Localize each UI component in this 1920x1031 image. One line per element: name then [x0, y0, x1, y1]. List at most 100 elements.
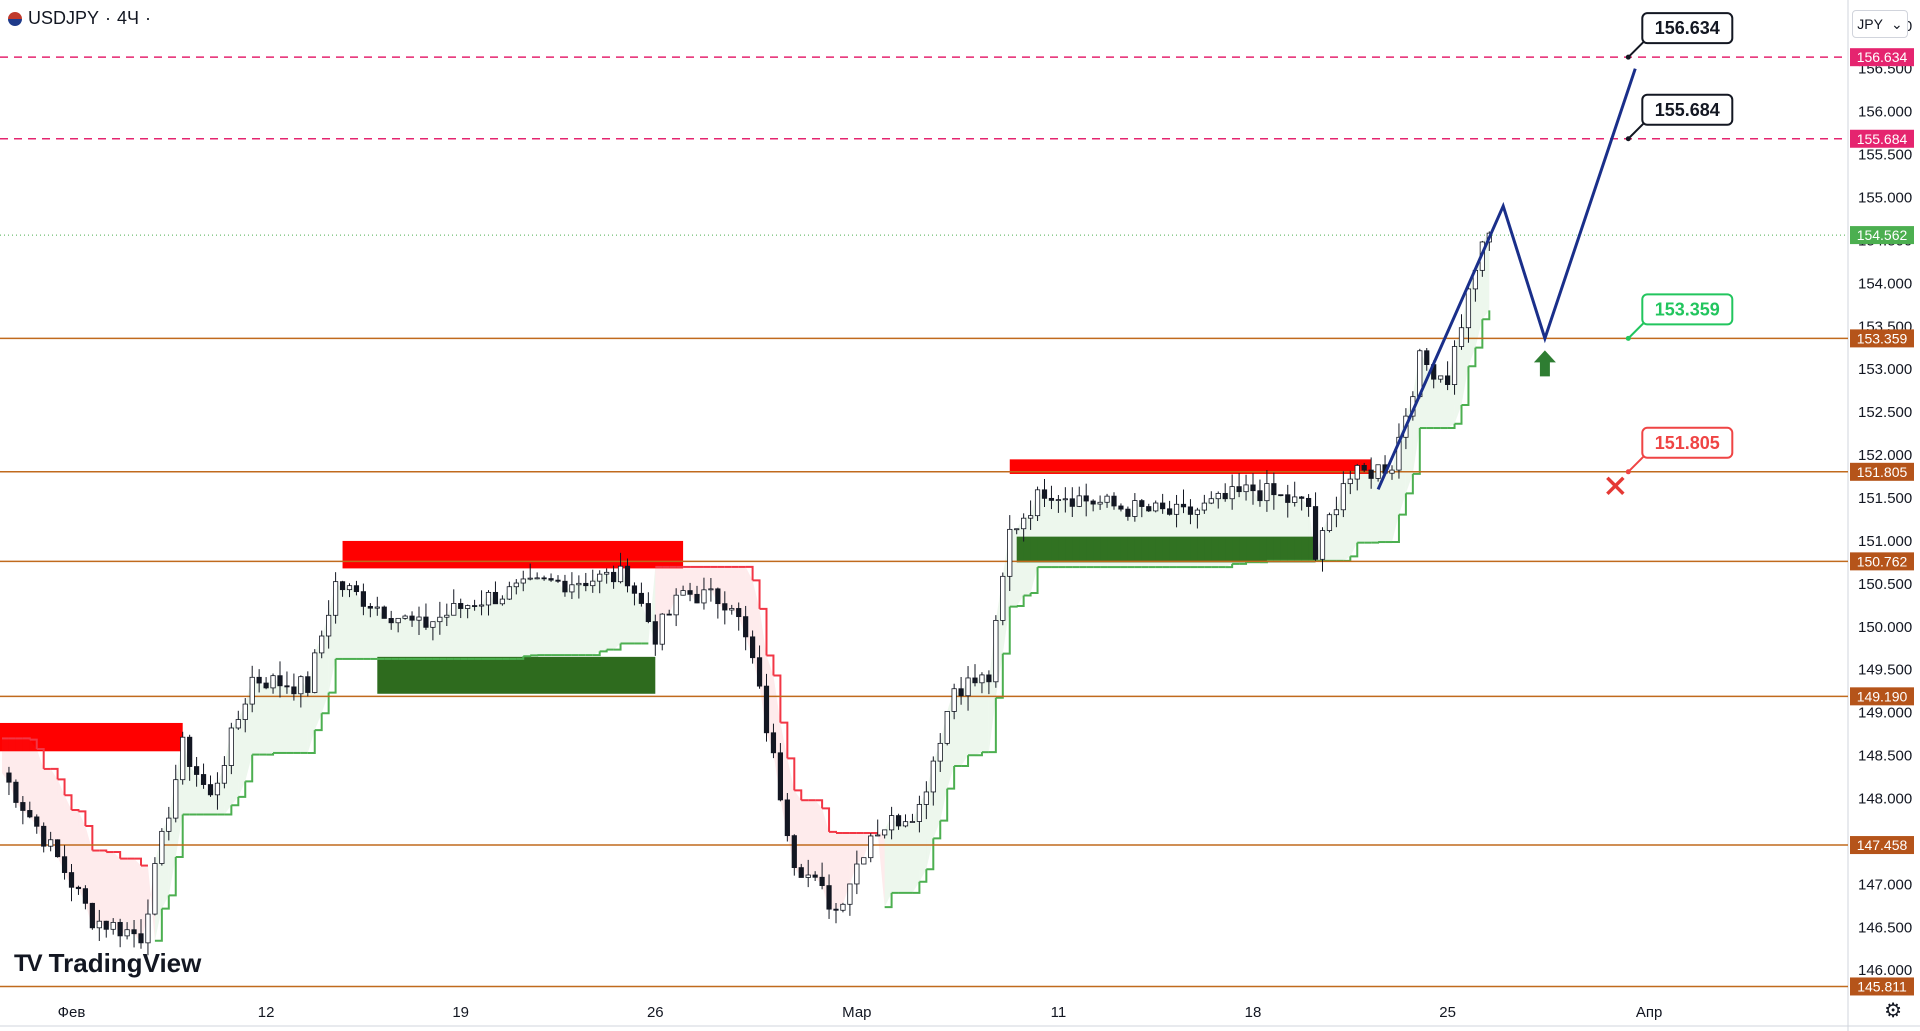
trail-fill [1107, 496, 1114, 568]
candle-body [1187, 506, 1194, 515]
y-tick-label: 148.500 [1858, 748, 1912, 765]
trail-fill [530, 577, 538, 656]
trail-fill [676, 566, 684, 596]
candle-body [166, 817, 172, 832]
trail-line [314, 713, 323, 732]
trail-line [926, 838, 935, 871]
y-tick-label: 155.000 [1858, 189, 1912, 206]
trail-fill [891, 815, 899, 893]
trail-fill [384, 618, 392, 659]
trail-fill [1093, 502, 1101, 568]
candle-body [951, 688, 957, 712]
trail-line [307, 730, 316, 754]
trail-fill [398, 616, 406, 659]
callout-anchor-dot [1625, 469, 1631, 475]
trail-line [884, 892, 893, 909]
candle-body [499, 598, 506, 605]
currency-button[interactable]: JPY ⌄ [1852, 10, 1908, 38]
trail-fill [342, 585, 350, 659]
trail-fill [273, 675, 280, 753]
x-tick-label: 12 [258, 1004, 275, 1021]
candle-body [207, 784, 214, 796]
y-tick-label: 150.500 [1858, 576, 1912, 593]
gear-icon[interactable]: ⚙ [1884, 1000, 1902, 1022]
trail-fill [1183, 506, 1191, 568]
candle-body [1278, 494, 1284, 497]
candle-body [1160, 502, 1166, 510]
trail-fill [50, 768, 58, 857]
candle-body [1062, 498, 1068, 501]
symbol-name: USDJPY [28, 8, 100, 28]
trail-fill [78, 811, 86, 904]
trail-fill [1155, 503, 1163, 568]
candle-body [736, 608, 742, 618]
trail-fill [453, 603, 461, 659]
trail-line [1468, 347, 1477, 368]
trail-line [961, 755, 970, 768]
buy-arrow-icon [1533, 350, 1556, 377]
trail-fill [856, 832, 864, 865]
callout-box [1641, 426, 1734, 459]
candle-body [381, 606, 387, 619]
candle-body [1465, 288, 1472, 329]
trail-fill [884, 815, 892, 908]
trail-fill [1294, 496, 1302, 561]
trail-fill [460, 605, 468, 659]
trail-line [224, 805, 233, 816]
trail-fill [141, 865, 148, 943]
trail-fill [905, 821, 913, 893]
trail-line [815, 799, 824, 809]
trail-fill [1100, 496, 1108, 568]
candle-body [986, 674, 992, 683]
trail-line [238, 781, 247, 798]
candle-body [958, 688, 964, 697]
candle-body [374, 606, 380, 609]
candle-body [520, 578, 526, 584]
symbol-header[interactable]: USDJPY · 4Ч · [8, 8, 151, 29]
trail-line [1412, 428, 1421, 475]
candle-body [798, 867, 804, 878]
currency-flag-icon [8, 11, 22, 26]
callout-label: 153.359 [1655, 299, 1720, 319]
candle-body [527, 577, 533, 580]
candle-body [617, 565, 624, 583]
y-tick-label: 151.500 [1858, 490, 1912, 507]
x-tick-label: 11 [1051, 1004, 1067, 1021]
trail-fill [836, 832, 843, 911]
resistance-zone [342, 540, 684, 569]
trail-fill [127, 858, 135, 934]
candle-body [284, 685, 290, 688]
interval-label: 4Ч [117, 8, 140, 28]
trail-fill [495, 599, 503, 659]
candle-body [89, 902, 95, 929]
candle-body [1048, 497, 1055, 501]
candle-body [437, 616, 443, 623]
trail-fill [1065, 498, 1073, 568]
trail-line [773, 674, 782, 723]
candle-body [1257, 490, 1263, 502]
trail-line [1454, 404, 1463, 425]
trail-fill [425, 621, 433, 659]
candle-body [416, 616, 422, 621]
candle-body [889, 815, 895, 831]
trail-fill [1253, 490, 1260, 563]
trail-fill [912, 804, 920, 893]
candle-body [221, 765, 227, 784]
candle-body [1146, 506, 1152, 512]
candle-body [263, 682, 269, 689]
trail-fill [523, 578, 531, 657]
candle-body [1118, 505, 1124, 510]
candle-body [1368, 469, 1374, 479]
candle-body [214, 782, 221, 796]
x-tick-label: Апр [1636, 1004, 1662, 1021]
candle-body [305, 676, 311, 693]
candle-body [1451, 346, 1458, 385]
candle-body [1167, 508, 1173, 515]
candle-body [395, 617, 401, 624]
trail-fill [189, 766, 197, 815]
trail-fill [877, 829, 885, 908]
trail-fill [1190, 510, 1198, 568]
trail-fill [968, 677, 975, 756]
trail-fill [1385, 470, 1392, 543]
